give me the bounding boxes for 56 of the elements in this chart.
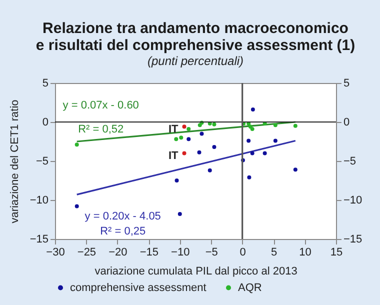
point	[182, 124, 186, 129]
y-axis-title: variazione del CET1 ratio	[8, 100, 21, 224]
point	[197, 150, 202, 154]
point	[182, 151, 186, 156]
y-tick-label: −10	[30, 194, 48, 206]
x-axis-title: variazione cumulata PIL dal picco al 2013	[94, 266, 298, 278]
y2-tick-label: 5	[344, 78, 350, 90]
point	[178, 212, 182, 216]
point	[174, 137, 178, 142]
point	[247, 175, 252, 180]
point	[250, 108, 255, 112]
annotation: R² = 0,25	[100, 226, 146, 238]
x-tick-label: −25	[77, 246, 96, 258]
annotation: y = 0.20x - 4.05	[84, 210, 161, 223]
point	[250, 127, 254, 132]
point	[186, 137, 191, 142]
chart-subtitle: (punti percentuali)	[147, 54, 244, 68]
point	[174, 178, 179, 182]
y2-tick-label: −10	[344, 194, 362, 206]
x-tick-label: −15	[140, 246, 159, 258]
y-tick-label: −15	[30, 234, 48, 246]
legend-label: AQR	[238, 282, 262, 294]
point	[250, 151, 254, 156]
point	[262, 151, 267, 156]
y2-tick-label: −15	[344, 234, 362, 246]
point	[208, 168, 212, 172]
x-tick-label: 0	[240, 246, 246, 258]
point	[293, 124, 298, 128]
annotation: y = 0.07x - 0.60	[62, 100, 139, 112]
point	[200, 132, 204, 136]
y-tick-label: 5	[42, 78, 48, 90]
y-tick-label: 0	[42, 116, 48, 128]
annotation: R² = 0,52	[78, 124, 124, 136]
x-tick-label: −10	[171, 246, 190, 258]
legend-label: comprehensive assessment	[70, 282, 206, 294]
x-tick-label: −5	[205, 246, 218, 258]
point	[212, 122, 216, 126]
x-tick-label: 15	[330, 246, 343, 258]
x-tick-label: −30	[46, 246, 65, 258]
point	[273, 123, 278, 128]
x-tick-label: 10	[299, 246, 312, 258]
x-tick-label: −20	[108, 246, 128, 258]
annotation: IT	[168, 150, 179, 162]
point	[186, 127, 191, 132]
point	[212, 144, 216, 149]
x-tick-label: 5	[270, 246, 278, 258]
point	[179, 136, 184, 140]
point	[246, 138, 251, 143]
y2-tick-label: 0	[344, 116, 350, 128]
point	[74, 204, 79, 208]
point	[293, 168, 298, 172]
point	[273, 138, 278, 143]
y2-tick-label: −5	[344, 156, 356, 168]
chart-title: Relazione tra andamento macroeconomico e risultati del comprehensive assessment (1)	[36, 20, 356, 54]
point	[74, 142, 79, 147]
y-tick-label: −5	[36, 156, 48, 168]
